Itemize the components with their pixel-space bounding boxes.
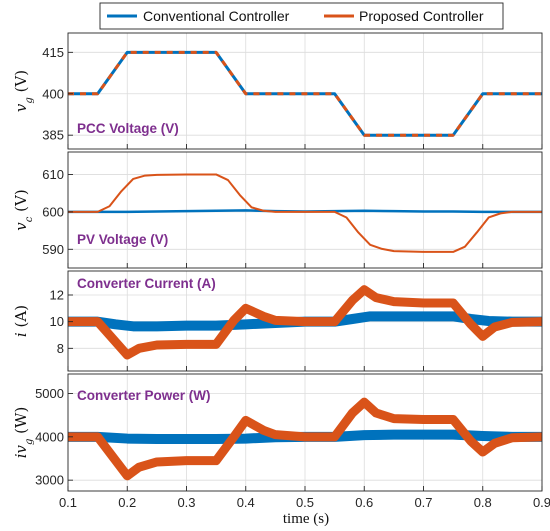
panel-annotation: Converter Current (A) (77, 276, 216, 291)
series-group (68, 50, 542, 137)
y-tick-label: 8 (57, 341, 64, 356)
panel-converter-current: 8 10 12 i (A) Converter Current (A) (12, 270, 543, 372)
x-tick-label: 0.8 (474, 495, 492, 510)
series-group (68, 173, 542, 253)
y-axis-label: vc (V) (12, 189, 35, 230)
x-tick-label: 0.1 (59, 495, 77, 510)
series-group (68, 397, 542, 481)
y-tick-label: 600 (42, 204, 64, 219)
panel-pv-voltage: 590 600 610 vc (V) PV Voltage (V) (12, 151, 543, 269)
y-tick-label: 4000 (35, 429, 64, 444)
x-tick-label: 0.7 (414, 495, 432, 510)
x-tick-label: 0.5 (296, 495, 314, 510)
x-tick-label: 0.9 (533, 495, 550, 510)
x-tick-label: 0.2 (118, 495, 136, 510)
panel-annotation: PV Voltage (V) (77, 232, 168, 247)
legend-label-conventional: Conventional Controller (143, 8, 290, 24)
y-axis-label: ivg (W) (12, 407, 35, 459)
y-tick-label: 610 (42, 167, 64, 182)
series-line-proposed (68, 50, 542, 137)
panel-pcc-voltage: 385 400 415 vg (V) PCC Voltage (V) (12, 32, 543, 150)
legend-label-proposed: Proposed Controller (359, 8, 484, 24)
legend-box (99, 2, 504, 30)
y-tick-label: 10 (50, 314, 64, 329)
series-line-proposed (68, 397, 542, 481)
x-axis-label: time (s) (283, 511, 329, 527)
y-tick-label: 415 (42, 45, 64, 60)
panel-annotation: PCC Voltage (V) (77, 121, 179, 136)
series-line-proposed (68, 173, 542, 253)
series-line-proposed (68, 285, 542, 360)
y-axis-label: i (A) (12, 305, 30, 337)
x-tick-label: 0.3 (177, 495, 195, 510)
x-tick-label: 0.4 (237, 495, 255, 510)
panel-annotation: Converter Power (W) (77, 388, 211, 403)
x-tick-label: 0.6 (355, 495, 373, 510)
y-tick-label: 590 (42, 242, 64, 257)
y-tick-label: 5000 (35, 386, 64, 401)
legend: Conventional Controller Proposed Control… (99, 2, 504, 30)
y-axis-label: vg (V) (12, 70, 35, 112)
y-tick-label: 400 (42, 86, 64, 101)
y-tick-label: 12 (50, 288, 64, 303)
series-group (68, 285, 542, 360)
y-tick-label: 385 (42, 128, 64, 143)
y-tick-label: 3000 (35, 473, 64, 488)
